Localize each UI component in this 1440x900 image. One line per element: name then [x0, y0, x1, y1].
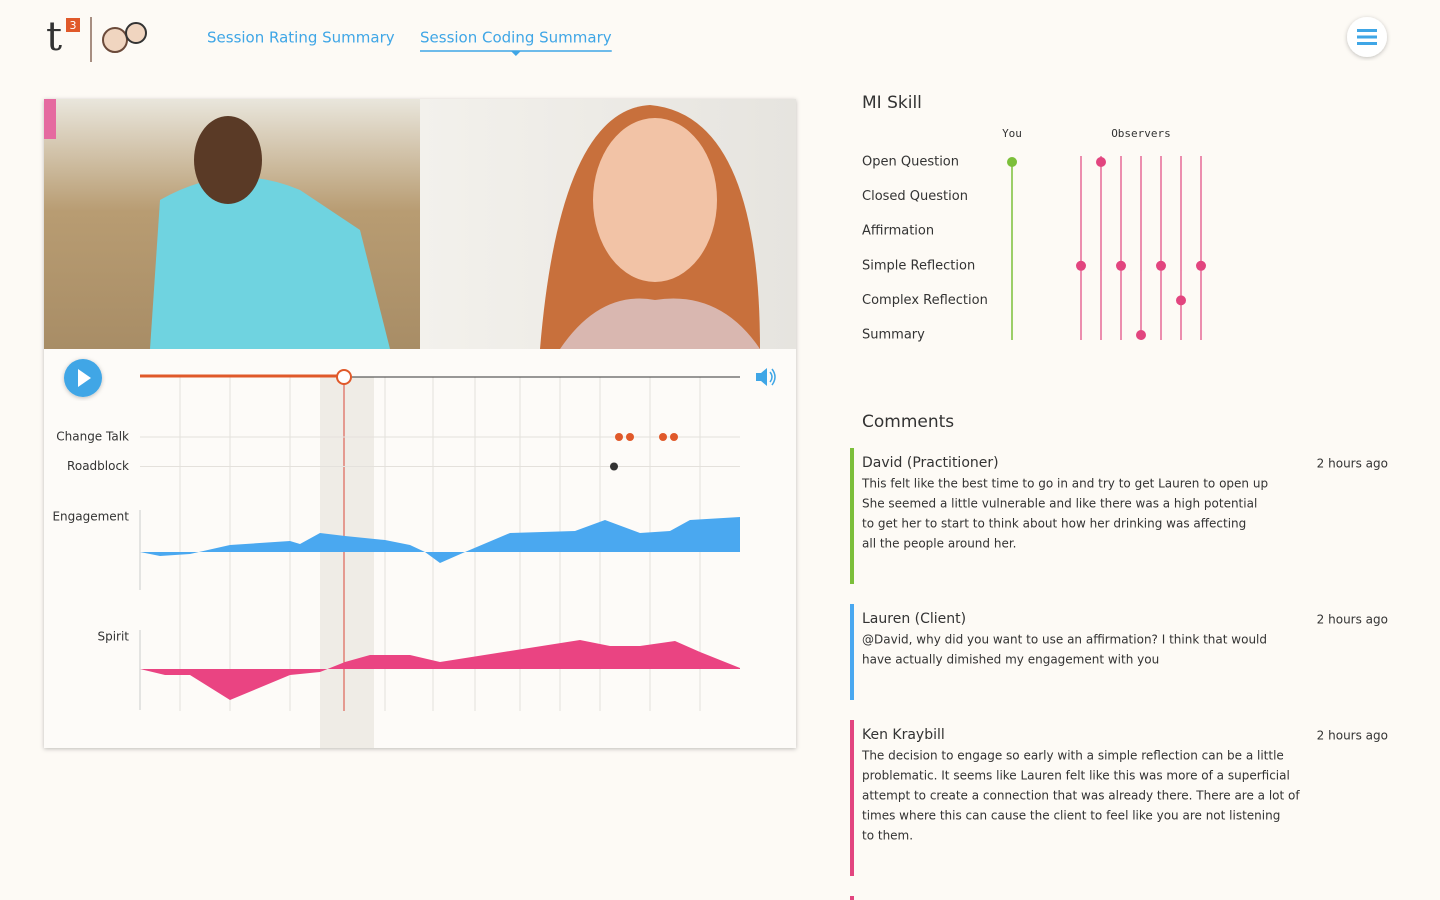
- menu-bar: [1357, 35, 1377, 39]
- avatar: [102, 27, 128, 53]
- observer-dot: [1196, 260, 1206, 271]
- row-label: Change Talk: [56, 430, 129, 444]
- skill-label: Open Question: [862, 155, 959, 170]
- comment-bar: [850, 604, 854, 700]
- comment-line: @David, why did you want to use an affir…: [862, 633, 1267, 647]
- comment-line: The decision to engage so early with a s…: [861, 749, 1284, 763]
- person-face: [593, 118, 717, 282]
- highlight-band: [320, 377, 374, 748]
- volume-button[interactable]: [756, 368, 776, 386]
- comment-bar: [850, 448, 854, 584]
- decor: [44, 99, 56, 139]
- comment-line: This felt like the best time to go in an…: [861, 477, 1268, 491]
- observer-dot: [1096, 157, 1106, 167]
- column-label: You: [1002, 127, 1022, 140]
- menu-bar: [1357, 42, 1377, 45]
- logo-sup: 3: [70, 19, 77, 32]
- track-label: Engagement: [52, 510, 129, 524]
- comment-line: She seemed a little vulnerable and like …: [862, 497, 1257, 511]
- event-dot[interactable]: [615, 433, 623, 441]
- comment-line: problematic. It seems like Lauren felt l…: [862, 769, 1290, 783]
- person-shirt: [560, 298, 760, 349]
- caret: [510, 51, 521, 56]
- logo-badge: [66, 18, 80, 32]
- skill-label: Closed Question: [862, 189, 968, 204]
- event-dot[interactable]: [610, 462, 618, 471]
- comment-author: Lauren (Client): [862, 611, 966, 627]
- observer-dot: [1116, 260, 1126, 271]
- comment-bar: [850, 720, 854, 876]
- play-icon: [78, 369, 91, 387]
- observer-dot: [1076, 260, 1086, 271]
- comment-bar: [850, 896, 854, 900]
- comment-line: to get her to start to think about how h…: [862, 517, 1246, 531]
- volume-icon: [756, 368, 767, 386]
- track-area: [140, 640, 740, 700]
- video-client[interactable]: [44, 99, 420, 349]
- column-label: Observers: [1111, 127, 1171, 140]
- you-dot: [1007, 157, 1017, 167]
- observer-dot: [1156, 260, 1166, 271]
- row-label: Roadblock: [67, 459, 129, 473]
- timeline: Change Talk Roadblock Engagement Spirit: [52, 369, 740, 748]
- track-area: [140, 517, 740, 563]
- comment-line: times where this can cause the client to…: [862, 809, 1280, 823]
- playhead-knob[interactable]: [336, 369, 352, 385]
- nav-link[interactable]: Session Rating Summary: [207, 29, 395, 47]
- video-practitioner[interactable]: [420, 99, 796, 349]
- section-title: Comments: [862, 412, 954, 432]
- comment-line: to them.: [862, 829, 913, 843]
- comments-list: David (Practitioner) 2 hours ago This felt…: [850, 448, 1388, 900]
- comment-time: 2 hours ago: [1317, 457, 1388, 471]
- comment-line: attempt to create a connection that was …: [862, 789, 1300, 803]
- comment-author: David (Practitioner): [862, 455, 999, 471]
- comment-author: Ken Kraybill: [862, 727, 945, 743]
- section-title: MI Skill: [862, 93, 922, 113]
- menu-bar: [1357, 29, 1377, 32]
- skill-label: Summary: [862, 328, 925, 343]
- comment-line: have actually dimished my engagement wit…: [862, 653, 1159, 667]
- observer-dot: [1176, 295, 1186, 306]
- event-dot[interactable]: [670, 433, 678, 441]
- avatar: [125, 22, 147, 44]
- skill-label: Simple Reflection: [862, 258, 975, 273]
- comment[interactable]: David (Practitioner) 2 hours ago This felt…: [850, 448, 1388, 584]
- comment-time: 2 hours ago: [1317, 729, 1388, 743]
- skill-label: Complex Reflection: [862, 293, 988, 308]
- track-label: Spirit: [97, 630, 129, 644]
- event-dot[interactable]: [659, 433, 667, 441]
- mi-skill-chart: Open Question Closed Question Affirmation S…: [862, 155, 1206, 343]
- nav-link[interactable]: Session Coding Summary: [420, 29, 612, 47]
- skill-label: Affirmation: [862, 224, 934, 239]
- comment[interactable]: StevenYesterdayI really liked how you sa…: [850, 896, 1388, 900]
- person-shirt: [150, 177, 390, 349]
- logo-text: t: [46, 14, 62, 60]
- nav-underline: [420, 50, 612, 56]
- play-button[interactable]: [64, 359, 102, 397]
- comment[interactable]: Lauren (Client) 2 hours ago @David, why di…: [850, 604, 1388, 700]
- comment[interactable]: Ken Kraybill 2 hours ago The decision to e…: [850, 720, 1388, 876]
- observer-dot: [1136, 330, 1146, 340]
- comment-time: 2 hours ago: [1317, 613, 1388, 627]
- event-dot[interactable]: [626, 433, 634, 441]
- logo[interactable]: t 3: [46, 14, 147, 62]
- person-head: [194, 116, 262, 204]
- menu-button[interactable]: [1347, 17, 1387, 57]
- comment-line: all the people around her.: [862, 537, 1016, 551]
- volume-waves: [769, 368, 776, 386]
